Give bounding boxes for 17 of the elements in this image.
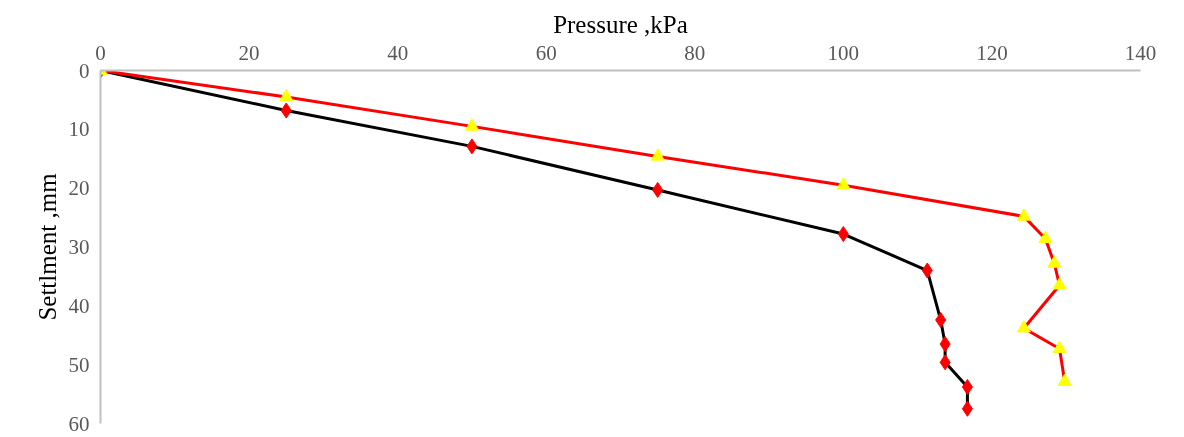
x-tick-label: 140 <box>1124 40 1157 65</box>
x-tick-label: 120 <box>976 40 1008 65</box>
x-tick-label: 20 <box>238 40 260 65</box>
x-axis-title: Pressure ,kPa <box>553 10 688 38</box>
y-axis-title: Settlment ,mm <box>33 172 61 321</box>
x-tick-label: 100 <box>827 40 860 65</box>
x-tick-label: 40 <box>387 40 409 65</box>
x-tick-label: 0 <box>95 40 106 65</box>
x-tick-label: 60 <box>535 40 557 65</box>
y-tick-label: 50 <box>68 352 90 377</box>
x-tick-label: 80 <box>684 40 706 65</box>
y-tick-label: 0 <box>79 58 90 83</box>
y-tick-label: 20 <box>68 176 90 201</box>
y-tick-label: 30 <box>68 235 90 259</box>
y-tick-label: 40 <box>68 293 90 318</box>
y-tick-label: 60 <box>68 411 90 436</box>
y-tick-label: 10 <box>68 117 90 142</box>
